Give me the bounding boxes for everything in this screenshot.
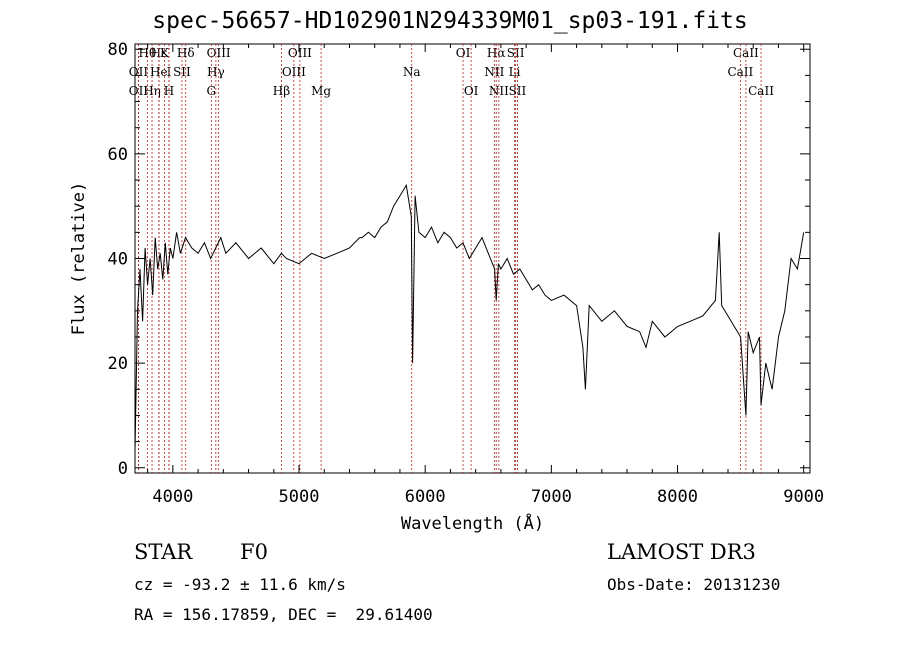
line-label-H: H bbox=[164, 84, 174, 98]
line-label-SII: SII bbox=[507, 46, 525, 60]
line-label-Hη: Hη bbox=[143, 84, 161, 98]
y-tick-label-60: 60 bbox=[108, 145, 128, 165]
chart-title: spec-56657-HD102901N294339M01_sp03-191.f… bbox=[152, 8, 748, 34]
line-label-OIII: OIII bbox=[207, 46, 231, 60]
x-tick-label-8000: 8000 bbox=[657, 487, 698, 507]
line-label-NII: NII bbox=[484, 65, 504, 79]
x-axis-label: Wavelength (Å) bbox=[401, 512, 544, 534]
cz-value: cz = -93.2 ± 11.6 km/s bbox=[134, 575, 346, 594]
x-tick-label-4000: 4000 bbox=[152, 487, 193, 507]
plot-frame bbox=[134, 43, 811, 474]
y-tick-label-40: 40 bbox=[108, 250, 128, 270]
line-label-OIII: OIII bbox=[282, 65, 306, 79]
line-label-OIII: OIII bbox=[288, 46, 312, 60]
line-label-Mg: Mg bbox=[311, 84, 331, 98]
obs-date: Obs-Date: 20131230 bbox=[607, 575, 781, 594]
survey-label: LAMOST DR3 bbox=[607, 540, 756, 564]
y-tick-label-0: 0 bbox=[118, 459, 128, 479]
line-label-NII: NII bbox=[489, 84, 509, 98]
line-label-CaII: CaII bbox=[727, 65, 753, 79]
line-label-Hδ: Hδ bbox=[177, 46, 195, 60]
line-label-OI: OI bbox=[464, 84, 479, 98]
line-label-CaII: CaII bbox=[748, 84, 774, 98]
line-label-Li: Li bbox=[509, 65, 521, 79]
line-label-OII: OII bbox=[129, 84, 149, 98]
line-label-Na: Na bbox=[403, 65, 421, 79]
y-axis-label: Flux (relative) bbox=[69, 182, 89, 336]
x-tick-label-5000: 5000 bbox=[279, 487, 320, 507]
x-tick-label-9000: 9000 bbox=[783, 487, 824, 507]
object-class: STAR bbox=[134, 540, 193, 564]
line-label-He: He bbox=[150, 65, 168, 79]
line-label-G: G bbox=[207, 84, 217, 98]
y-tick-label-80: 80 bbox=[108, 40, 128, 60]
y-tick-label-20: 20 bbox=[108, 354, 128, 374]
object-subclass: F0 bbox=[240, 540, 268, 564]
line-label-OI: OI bbox=[456, 46, 471, 60]
line-label-Hα: Hα bbox=[487, 46, 506, 60]
ra-dec: RA = 156.17859, DEC = 29.61400 bbox=[134, 605, 433, 624]
line-label-Hγ: Hγ bbox=[207, 65, 225, 79]
line-label-SII: SII bbox=[173, 65, 191, 79]
line-label-SII: SII bbox=[509, 84, 527, 98]
x-tick-label-6000: 6000 bbox=[405, 487, 446, 507]
line-label-Hβ: Hβ bbox=[273, 84, 290, 98]
spectrum-line bbox=[134, 183, 805, 453]
line-label-CaII: CaII bbox=[733, 46, 759, 60]
x-tick-label-7000: 7000 bbox=[531, 487, 572, 507]
line-label-K: K bbox=[160, 46, 170, 60]
